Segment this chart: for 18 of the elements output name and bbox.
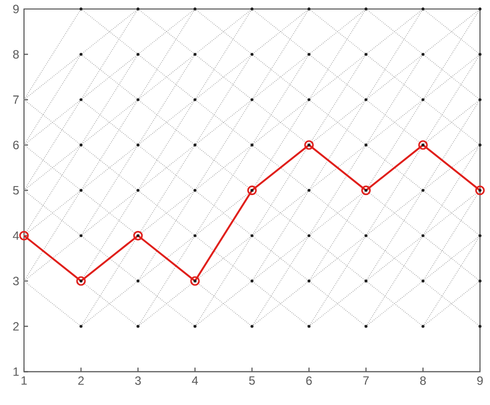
y-tick-label: 1 bbox=[14, 368, 19, 376]
y-tick-label: 2 bbox=[13, 322, 19, 331]
y-tick-label: 4 bbox=[12, 232, 19, 240]
x-tick-label: 6 bbox=[306, 376, 312, 385]
y-tick-label: 9 bbox=[13, 4, 19, 14]
x-tick-label: 3 bbox=[135, 376, 141, 385]
x-tick-label: 1 bbox=[22, 376, 27, 385]
x-tick-label: 4 bbox=[192, 376, 198, 385]
x-tick-label: 7 bbox=[363, 376, 369, 385]
y-tick-label: 3 bbox=[13, 276, 19, 286]
y-tick-label: 5 bbox=[13, 186, 19, 195]
x-tick-label: 8 bbox=[420, 376, 426, 385]
x-tick-label: 9 bbox=[477, 376, 483, 385]
y-tick-label: 7 bbox=[13, 96, 19, 104]
y-tick-label: 6 bbox=[13, 140, 19, 150]
x-tick-label: 5 bbox=[249, 376, 255, 385]
y-tick-label: 8 bbox=[13, 50, 19, 59]
x-tick-label: 2 bbox=[78, 376, 84, 385]
